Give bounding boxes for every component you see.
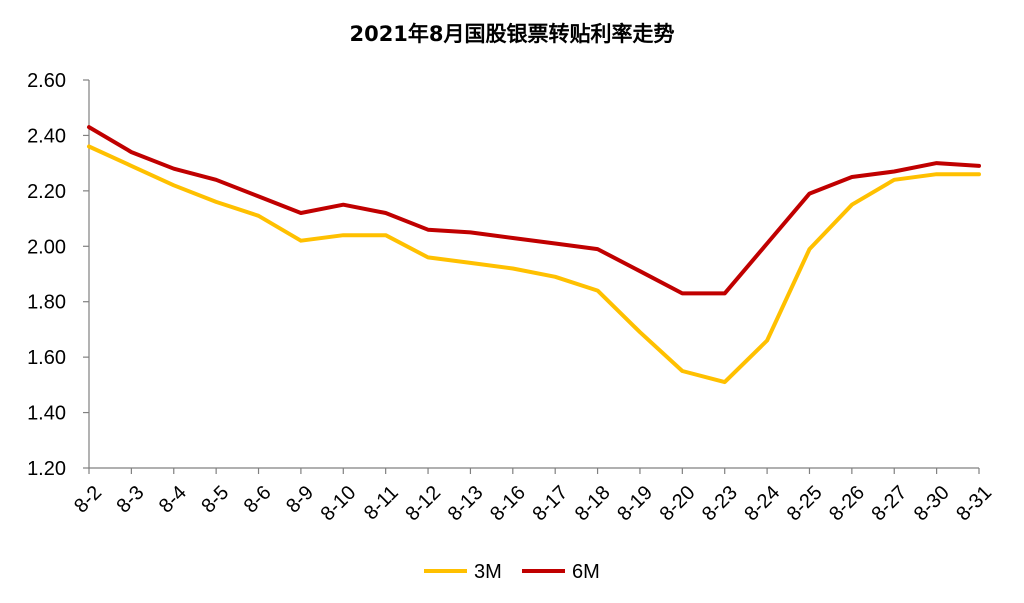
x-tick-label: 8-17 bbox=[528, 482, 572, 526]
chart-title: 2021年8月国股银票转贴利率走势 bbox=[349, 22, 675, 46]
x-tick-label: 8-31 bbox=[952, 482, 996, 526]
y-tick-label: 2.20 bbox=[27, 181, 66, 203]
axes bbox=[83, 79, 980, 474]
legend-label-6M: 6M bbox=[572, 561, 600, 583]
x-tick-label: 8-3 bbox=[113, 482, 149, 518]
x-tick-label: 8-2 bbox=[70, 482, 106, 518]
y-tick-label: 1.40 bbox=[27, 403, 66, 425]
x-tick-label: 8-25 bbox=[783, 482, 827, 526]
x-tick-label: 8-5 bbox=[197, 482, 233, 518]
x-tick-label: 8-23 bbox=[698, 482, 742, 526]
x-tick-label: 8-16 bbox=[486, 482, 530, 526]
series-lines bbox=[87, 125, 981, 385]
x-tick-label: 8-6 bbox=[240, 482, 276, 518]
x-tick-label: 8-26 bbox=[825, 482, 869, 526]
legend-label-3M: 3M bbox=[474, 561, 502, 583]
x-tick-label: 8-13 bbox=[444, 482, 488, 526]
y-tick-label: 1.60 bbox=[27, 347, 66, 369]
y-tick-label: 2.40 bbox=[27, 125, 66, 147]
y-tick-label: 2.60 bbox=[27, 70, 66, 92]
x-tick-label: 8-24 bbox=[740, 482, 784, 526]
x-tick-label: 8-10 bbox=[317, 482, 361, 526]
series-line-3M bbox=[87, 144, 981, 385]
y-tick-label: 2.00 bbox=[27, 236, 66, 258]
x-tick-label: 8-27 bbox=[868, 482, 912, 526]
x-tick-label: 8-9 bbox=[282, 482, 318, 518]
y-tick-label: 1.80 bbox=[27, 292, 66, 314]
series-line-6M bbox=[87, 125, 981, 296]
x-tick-labels: 8-2 8-3 8-4 8-5 8-6 8-98-10 8-118-128-138-168-… bbox=[70, 482, 996, 526]
x-tick-label: 8-19 bbox=[613, 482, 657, 526]
legend: 3M 6M bbox=[424, 561, 600, 583]
y-tick-labels: 1.20 1.40 1.60 1.80 2.00 2.20 2.40 2.60 bbox=[27, 70, 66, 480]
x-tick-label: 8-30 bbox=[910, 482, 954, 526]
x-tick-label: 8-11 bbox=[360, 482, 403, 525]
x-tick-label: 8-4 bbox=[155, 482, 191, 518]
y-tick-label: 1.20 bbox=[27, 458, 66, 480]
x-tick-label: 8-12 bbox=[401, 482, 445, 526]
x-tick-label: 8-20 bbox=[656, 482, 700, 526]
x-tick-label: 8-18 bbox=[571, 482, 615, 526]
